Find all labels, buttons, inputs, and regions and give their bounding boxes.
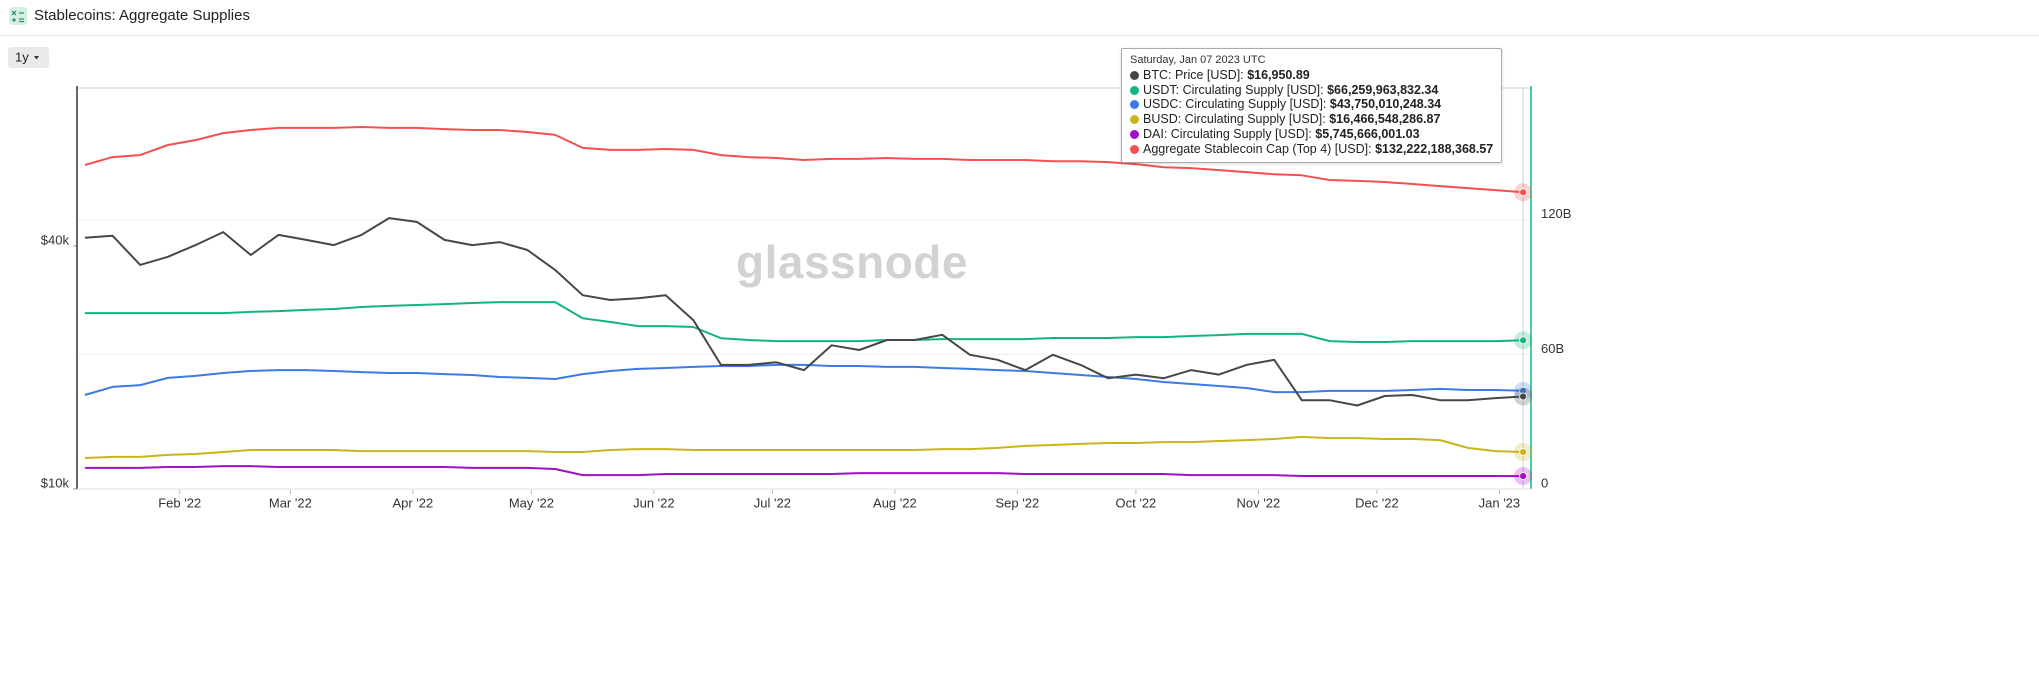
endpoint-marker [1519,336,1527,345]
y2-tick-label: 0 [1541,475,1548,490]
tooltip-row: BTC: Price [USD]$16,950.89 [1130,68,1493,83]
endpoint-marker [1519,448,1527,456]
series-line [84,217,1524,407]
tooltip-row: USDC: Circulating Supply [USD]$43,750,01… [1130,97,1493,112]
tooltip-row: BUSD: Circulating Supply [USD]$16,466,54… [1130,112,1493,127]
x-tick-label: Apr '22 [392,495,433,510]
tooltip-bullet [1130,144,1139,154]
tooltip: Saturday, Jan 07 2023 UTC BTC: Price [USD… [1121,48,1503,164]
tooltip-bullet [1130,85,1139,95]
endpoint-marker [1519,392,1527,401]
tooltip-row: Aggregate Stablecoin Cap (Top 4) [USD]$1… [1130,142,1493,157]
endpoint-marker [1519,472,1527,481]
title-icon [9,7,27,25]
title-icon-glyph [11,10,24,23]
y-tick-label: $40k [41,232,70,247]
series-line [84,126,1524,194]
x-tick-label: Jun '22 [633,495,675,510]
x-tick-label: Jul '22 [754,495,791,510]
series-line [84,363,1524,396]
tooltip-bullet [1130,129,1139,139]
x-tick-label: Aug '22 [873,495,917,510]
tooltip-series-name: Aggregate Stablecoin Cap (Top 4) [USD] [1143,142,1375,156]
x-tick-label: Sep '22 [996,495,1040,510]
tooltip-bullet [1130,71,1139,80]
tooltip-value: $132,222,188,368.57 [1375,141,1494,156]
series-line [84,301,1524,343]
tooltip-series-name: USDT: Circulating Supply [USD] [1143,83,1327,97]
tooltip-row: DAI: Circulating Supply [USD]$5,745,666,… [1130,127,1493,142]
watermark: glassnode [736,236,968,288]
endpoint-marker [1519,188,1527,197]
range-button-label[interactable]: 1y [15,49,29,64]
x-tick-label: Oct '22 [1116,495,1157,510]
x-tick-label: Feb '22 [158,495,201,510]
tooltip-row: USDT: Circulating Supply [USD]$66,259,96… [1130,83,1493,98]
tooltip-value: $43,750,010,248.34 [1329,97,1442,112]
tooltip-value: $16,466,548,286.87 [1329,112,1441,127]
tooltip-series-name: USDC: Circulating Supply [USD] [1143,97,1330,111]
series-line [84,435,1524,459]
tooltip-series-name: BUSD: Circulating Supply [USD] [1143,112,1329,126]
tooltip-value: $16,950.89 [1247,68,1310,82]
tooltip-value: $5,745,666,001.03 [1315,126,1420,141]
range-button[interactable]: 1y [8,47,49,68]
range-button-bg[interactable] [8,47,49,68]
tooltip-series-name: BTC: Price [USD] [1143,68,1247,82]
tooltip-bullet [1130,115,1139,125]
x-tick-label: Mar '22 [269,495,312,510]
y-tick-label: $10k [41,475,70,490]
x-tick-label: May '22 [509,495,554,510]
tooltip-date: Saturday, Jan 07 2023 UTC [1130,54,1266,66]
x-tick-label: Dec '22 [1355,495,1399,510]
tooltip-bullet [1130,100,1139,110]
series-line [84,465,1524,478]
x-tick-label: Nov '22 [1237,495,1281,510]
y2-tick-label: 120B [1541,206,1571,221]
x-tick-label: Jan '23 [1479,495,1521,510]
tooltip-series-name: DAI: Circulating Supply [USD] [1143,127,1315,141]
y2-tick-label: 60B [1541,341,1564,356]
tooltip-value: $66,259,963,832.34 [1327,82,1439,97]
page-title: Stablecoins: Aggregate Supplies [34,7,250,24]
dropdown-caret[interactable] [34,56,39,60]
